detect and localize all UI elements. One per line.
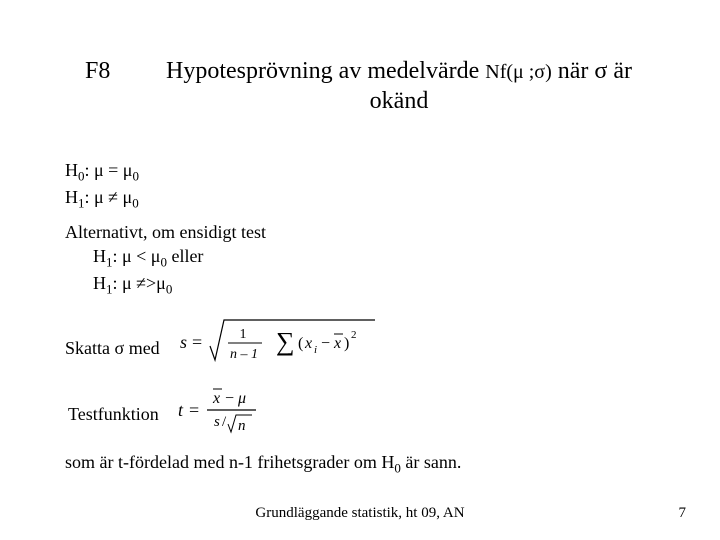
page-number: 7 [679,505,687,522]
fs-num: 1 [240,327,247,342]
h0-sym: H [65,160,78,180]
lecture-tag: F8 [85,56,143,85]
h1-sym: H [65,187,78,207]
fs-lhs: s [180,332,187,352]
slide-title: Hypotesprövning av medelvärde Nf(μ ;σ) n… [143,56,655,116]
conclusion-tail: är sann. [401,452,461,472]
ft-slash: / [222,414,227,430]
ft-minus: − [225,390,234,407]
formula-t: t = x − μ s / n [178,384,298,438]
ft-eq: = [189,400,199,420]
h1a-body: : μ < μ [113,246,161,266]
h1a-sym: H [93,246,106,266]
h1-body: : μ ≠ μ [85,187,133,207]
title-main-text: Hypotesprövning av medelvärde [166,58,485,84]
h0-body: : μ = μ [85,160,133,180]
alt-h1b: H1: μ ≠>μ0 [93,271,266,298]
fs-rparen: ) [344,335,349,352]
footer-text: Grundläggande statistik, ht 09, AN [0,505,720,522]
fs-xi: x [304,335,312,352]
title-line2: okänd [370,88,429,114]
fs-sigma: ∑ [276,327,295,356]
fs-xi-sub: i [314,344,317,356]
h0-line: H0: μ = μ0 [65,158,139,185]
h1b-sub2: 0 [166,282,173,297]
alt-intro: Alternativt, om ensidigt test [65,220,266,244]
fs-pow2: 2 [351,329,357,341]
testfunction-label: Testfunktion [68,404,159,425]
fs-den: n – 1 [230,347,258,362]
title-tail: när σ är [552,58,632,84]
hypotheses-block: H0: μ = μ0 H1: μ ≠ μ0 [65,158,139,212]
h1-sub2: 0 [132,196,139,211]
h1-line: H1: μ ≠ μ0 [65,185,139,212]
slide: F8 Hypotesprövning av medelvärde Nf(μ ;σ… [0,0,720,540]
conclusion-line: som är t-fördelad med n-1 frihetsgrader … [65,452,461,477]
fs-lparen: ( [298,335,303,352]
fs-eq: = [192,332,202,352]
h0-sub2: 0 [132,169,139,184]
ft-lhs: t [178,400,184,420]
ft-xbar: x [212,390,220,407]
fs-xbar: x [333,335,341,352]
ft-s: s [214,414,220,430]
estimate-label: Skatta σ med [65,338,160,359]
conclusion-pre: som är t-fördelad med n-1 frihetsgrader … [65,452,394,472]
ft-mu: μ [237,390,246,407]
ft-n: n [238,418,246,434]
fs-minus: − [321,335,330,352]
title-row: F8 Hypotesprövning av medelvärde Nf(μ ;σ… [85,56,655,116]
alt-h1a: H1: μ < μ0 eller [93,244,266,271]
alternative-block: Alternativt, om ensidigt test H1: μ < μ0… [65,220,266,299]
title-nf: Nf(μ ;σ) [485,61,551,83]
formula-s: s = 1 n – 1 ∑ ( x i − x ) 2 [180,308,380,368]
h1b-body: : μ ≠>μ [113,273,166,293]
h1b-sym: H [93,273,106,293]
h1a-tail: eller [167,246,203,266]
